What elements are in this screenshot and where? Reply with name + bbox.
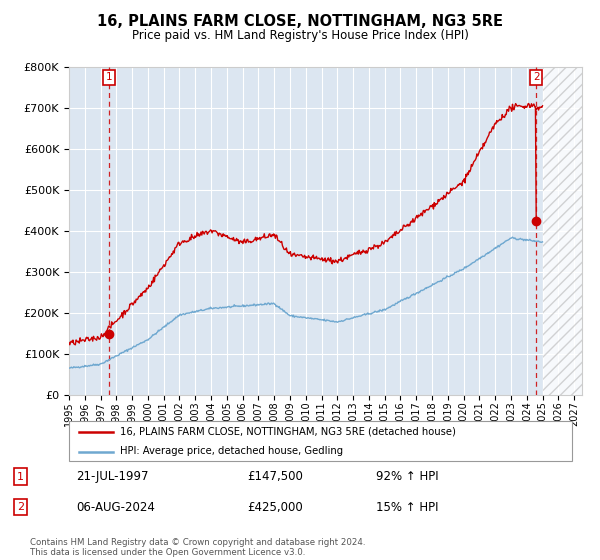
FancyBboxPatch shape (69, 421, 572, 461)
Text: 16, PLAINS FARM CLOSE, NOTTINGHAM, NG3 5RE: 16, PLAINS FARM CLOSE, NOTTINGHAM, NG3 5… (97, 14, 503, 29)
Text: Price paid vs. HM Land Registry's House Price Index (HPI): Price paid vs. HM Land Registry's House … (131, 29, 469, 42)
Text: HPI: Average price, detached house, Gedling: HPI: Average price, detached house, Gedl… (121, 446, 343, 456)
Bar (542, 67, 582, 395)
Text: Contains HM Land Registry data © Crown copyright and database right 2024.
This d: Contains HM Land Registry data © Crown c… (30, 538, 365, 557)
Text: 15% ↑ HPI: 15% ↑ HPI (376, 501, 439, 514)
Bar (542, 67, 582, 395)
Text: 1: 1 (106, 72, 113, 82)
Text: 06-AUG-2024: 06-AUG-2024 (77, 501, 155, 514)
Text: £147,500: £147,500 (247, 470, 303, 483)
Text: 92% ↑ HPI: 92% ↑ HPI (376, 470, 439, 483)
Text: 16, PLAINS FARM CLOSE, NOTTINGHAM, NG3 5RE (detached house): 16, PLAINS FARM CLOSE, NOTTINGHAM, NG3 5… (121, 427, 456, 437)
Text: 1: 1 (17, 472, 24, 482)
Text: 21-JUL-1997: 21-JUL-1997 (77, 470, 149, 483)
Text: £425,000: £425,000 (247, 501, 303, 514)
Text: 2: 2 (533, 72, 539, 82)
Text: 2: 2 (17, 502, 24, 512)
